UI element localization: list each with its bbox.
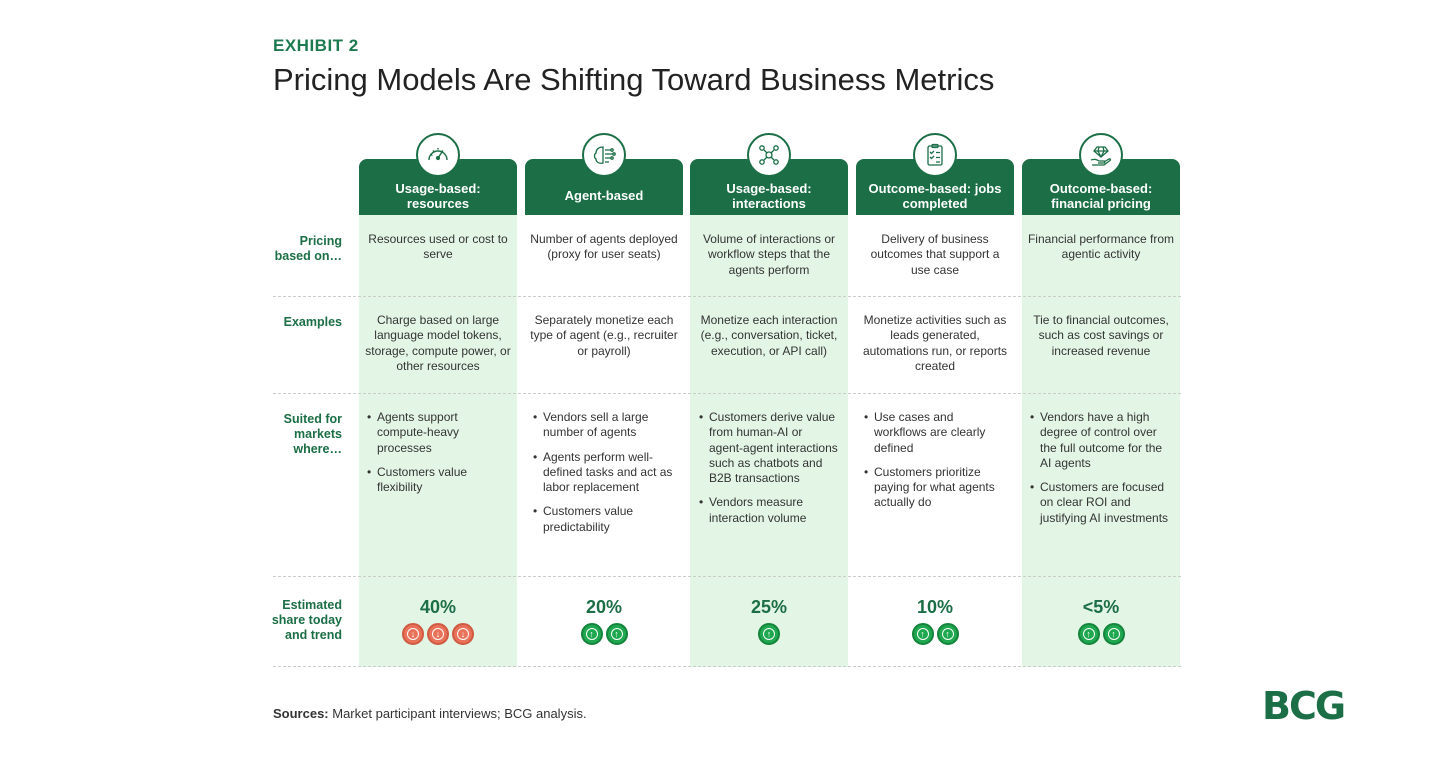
arrow-up-icon: ↑ (580, 623, 603, 645)
list-item: Vendors sell a large number of agents (533, 410, 673, 441)
suited-list: Vendors have a high degree of control ov… (1030, 410, 1170, 535)
speedometer-icon (416, 133, 460, 177)
trend-indicators: ↑ (690, 623, 848, 645)
column-header-outcome-financial: Outcome-based: financial pricing (1022, 159, 1180, 215)
diamond-hand-icon (1079, 133, 1123, 177)
list-item: Use cases and workflows are clearly defi… (864, 410, 1004, 456)
list-item: Customers prioritize paying for what age… (864, 465, 1004, 511)
row-divider (273, 296, 1181, 297)
arrow-up-icon: ↑ (1102, 623, 1125, 645)
list-item: Agents support compute-heavy processes (367, 410, 507, 456)
row-label-pricing: Pricing based on… (274, 234, 342, 263)
sources-text: Market participant interviews; BCG analy… (328, 706, 587, 721)
bcg-logo: BCG (1262, 684, 1346, 728)
exhibit-label: EXHIBIT 2 (273, 36, 359, 55)
pricing-cell: Volume of interactions or workflow steps… (702, 232, 836, 277)
share-value: 40% (419, 597, 457, 617)
list-item: Vendors have a high degree of control ov… (1030, 410, 1170, 471)
trend-indicators: ↑ ↑ (525, 623, 683, 645)
suited-list: Vendors sell a large number of agents Ag… (533, 410, 673, 544)
sources-note: Sources: Market participant interviews; … (273, 706, 587, 721)
row-label-examples: Examples (283, 315, 342, 329)
pricing-cell: Number of agents deployed (proxy for use… (530, 232, 678, 262)
arrow-up-icon: ↑ (758, 623, 780, 645)
list-item: Customers value flexibility (367, 465, 507, 496)
examples-cell: Charge based on large language model tok… (365, 313, 511, 373)
share-value: 10% (916, 597, 954, 617)
trend-indicators: ↓ ↓ ↓ (359, 623, 517, 645)
sources-label: Sources: (273, 706, 329, 721)
suited-list: Customers derive value from human-AI or … (699, 410, 839, 535)
arrow-down-icon: ↓ (452, 623, 474, 645)
row-divider (273, 393, 1181, 394)
share-value: <5% (1082, 597, 1120, 617)
list-item: Customers are focused on clear ROI and j… (1030, 480, 1170, 526)
examples-cell: Separately monetize each type of agent (… (530, 313, 678, 358)
checklist-icon (913, 133, 957, 177)
arrow-up-icon: ↑ (1077, 623, 1100, 645)
share-value: 20% (585, 597, 623, 617)
list-item: Vendors measure interaction volume (699, 495, 839, 526)
list-item: Customers derive value from human-AI or … (699, 410, 839, 486)
row-divider (273, 666, 1181, 667)
page-title: Pricing Models Are Shifting Toward Busin… (273, 62, 995, 97)
trend-indicators: ↑ ↑ (1022, 623, 1180, 645)
arrow-down-icon: ↓ (402, 623, 424, 645)
examples-cell: Monetize each interaction (e.g., convers… (700, 313, 838, 358)
pricing-cell: Delivery of business outcomes that suppo… (870, 232, 1000, 277)
suited-list: Agents support compute-heavy processes C… (367, 410, 507, 504)
network-icon (747, 133, 791, 177)
examples-cell: Monetize activities such as leads genera… (862, 313, 1008, 373)
arrow-down-icon: ↓ (427, 623, 449, 645)
pricing-cell: Resources used or cost to serve (368, 232, 508, 262)
brain-circuit-icon (582, 133, 626, 177)
examples-cell: Tie to financial outcomes, such as cost … (1033, 313, 1169, 358)
row-label-suited: Suited for markets where… (283, 412, 342, 456)
list-item: Agents perform well-defined tasks and ac… (533, 450, 673, 496)
list-item: Customers value predictability (533, 504, 673, 535)
share-value: 25% (750, 597, 788, 617)
trend-indicators: ↑ ↑ (856, 623, 1014, 645)
arrow-up-icon: ↑ (936, 623, 959, 645)
arrow-up-icon: ↑ (911, 623, 934, 645)
suited-list: Use cases and workflows are clearly defi… (864, 410, 1004, 520)
pricing-cell: Financial performance from agentic activ… (1027, 232, 1175, 262)
row-label-share: Estimated share today and trend (271, 598, 342, 642)
arrow-up-icon: ↑ (605, 623, 628, 645)
row-divider (273, 576, 1181, 577)
